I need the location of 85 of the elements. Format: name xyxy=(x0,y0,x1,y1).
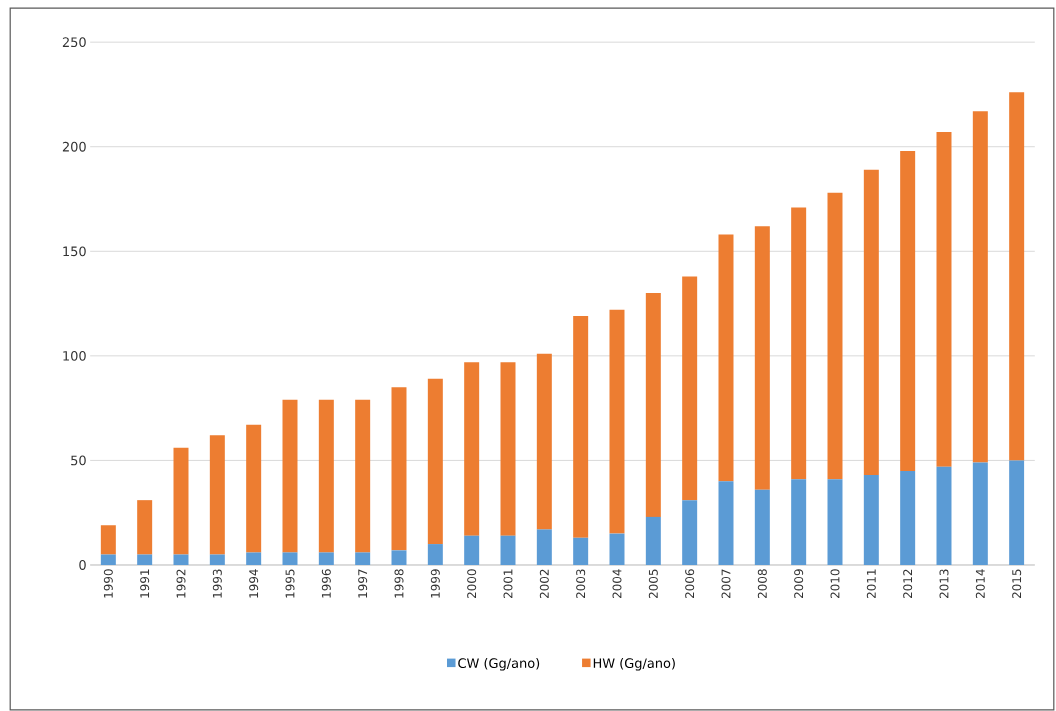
bar xyxy=(900,470,916,565)
x-tick-label: 2011 xyxy=(866,569,876,598)
y-tick-label: 50 xyxy=(71,455,86,466)
bar xyxy=(464,535,480,565)
legend-label: CW (Gg/ano) xyxy=(458,657,540,671)
bar xyxy=(573,316,589,538)
bar xyxy=(427,378,443,544)
x-tick-label: 1991 xyxy=(140,569,150,598)
bar xyxy=(609,309,625,534)
x-tick-label: 1992 xyxy=(176,569,186,598)
bar xyxy=(972,111,988,463)
bar xyxy=(863,474,879,565)
bar xyxy=(100,525,116,555)
y-tick-label: 100 xyxy=(63,350,86,361)
y-tick-label: 200 xyxy=(62,141,86,152)
x-tick-label: 2004 xyxy=(612,569,622,598)
bar xyxy=(682,500,698,565)
bar xyxy=(137,554,153,565)
bar xyxy=(318,399,334,553)
bar xyxy=(173,447,189,555)
x-tick-label: 2010 xyxy=(830,569,840,598)
bar xyxy=(209,435,225,555)
bar xyxy=(573,537,589,565)
bar xyxy=(645,516,661,565)
bar xyxy=(246,552,262,565)
x-tick-label: 2008 xyxy=(757,569,767,598)
x-tick-label: 1993 xyxy=(212,569,222,598)
y-tick-label: 250 xyxy=(62,37,86,48)
bar xyxy=(609,533,625,565)
bar xyxy=(754,226,770,490)
bar xyxy=(863,169,879,475)
x-tick-label: 2012 xyxy=(903,569,913,598)
x-tick-label: 2003 xyxy=(576,569,586,598)
bar xyxy=(246,424,262,553)
bar xyxy=(500,535,516,565)
x-tick-label: 1990 xyxy=(103,569,113,598)
bar xyxy=(391,550,407,565)
bar xyxy=(355,399,371,553)
bar xyxy=(282,399,298,553)
bar xyxy=(355,552,371,565)
bar xyxy=(900,150,916,471)
bar xyxy=(500,362,516,536)
bar xyxy=(137,500,153,555)
x-tick-label: 2002 xyxy=(539,569,549,598)
bar xyxy=(791,207,807,480)
bar xyxy=(427,544,443,565)
bar xyxy=(536,353,552,530)
x-tick-label: 2006 xyxy=(685,569,695,598)
bar xyxy=(972,462,988,565)
bar xyxy=(936,466,952,565)
bar xyxy=(464,362,480,536)
x-tick-label: 2013 xyxy=(939,569,949,598)
x-tick-label: 1999 xyxy=(430,569,440,598)
bar xyxy=(318,552,334,565)
x-tick-label: 2015 xyxy=(1012,569,1022,598)
bar xyxy=(791,479,807,565)
x-tick-label: 2005 xyxy=(648,569,658,598)
bar xyxy=(1009,92,1025,461)
x-tick-label: 2014 xyxy=(975,569,985,598)
x-tick-label: 1998 xyxy=(394,569,404,598)
bar xyxy=(536,529,552,565)
x-tick-label: 1995 xyxy=(285,569,295,598)
x-tick-label: 1996 xyxy=(321,569,331,598)
bar xyxy=(209,554,225,565)
bar xyxy=(100,554,116,565)
bar xyxy=(936,132,952,467)
y-tick-label: 150 xyxy=(63,246,86,257)
bar xyxy=(718,481,734,565)
x-tick-label: 2007 xyxy=(721,569,731,598)
bar xyxy=(391,387,407,551)
bar xyxy=(682,276,698,501)
x-tick-label: 2009 xyxy=(794,569,804,598)
bar xyxy=(827,192,843,480)
y-tick-label: 0 xyxy=(79,560,86,570)
bar xyxy=(754,489,770,565)
bar xyxy=(718,234,734,482)
x-tick-label: 2000 xyxy=(467,569,477,598)
bar xyxy=(1009,460,1025,565)
bar xyxy=(645,293,661,517)
x-tick-label: 1994 xyxy=(249,569,259,598)
x-tick-label: 1997 xyxy=(358,569,368,598)
bar xyxy=(827,479,843,565)
bar xyxy=(282,552,298,565)
x-tick-label: 2001 xyxy=(503,569,513,598)
legend-label: HW (Gg/ano) xyxy=(593,657,675,671)
